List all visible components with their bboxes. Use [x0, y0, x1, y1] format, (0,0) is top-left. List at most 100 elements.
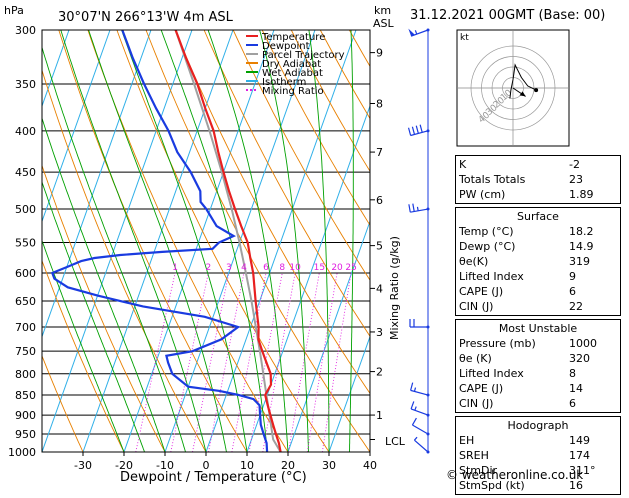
pressure-tick-label: 750 — [15, 345, 36, 358]
x-tick-label: 30 — [322, 459, 336, 472]
lcl-label: LCL — [385, 435, 406, 448]
surface-row: θe(K)319 — [459, 254, 617, 269]
surface-row: Dewp (°C)14.9 — [459, 239, 617, 254]
most-unstable-value: 8 — [569, 366, 617, 381]
wind-barb-shaft — [411, 390, 428, 395]
wind-barb-feather — [416, 126, 418, 134]
km-tick-label: 6 — [376, 194, 383, 207]
wind-barb-half — [414, 388, 415, 392]
index-row: K -2 — [459, 157, 617, 172]
indices-top-box: K -2 Totals Totals 23 PW (cm) 1.89 — [455, 155, 621, 204]
wind-barb-shaft — [411, 30, 428, 36]
wind-barb-half — [415, 30, 416, 34]
hodograph-end-dot — [534, 88, 538, 92]
wind-barb-shaft — [414, 440, 428, 452]
pressure-tick-label: 700 — [15, 321, 36, 334]
index-label: PW (cm) — [459, 187, 505, 202]
mixing-ratio-line — [171, 273, 209, 452]
surface-row: Temp (°C)18.2 — [459, 224, 617, 239]
most-unstable-value: 6 — [569, 396, 617, 411]
wind-barb-shaft — [412, 425, 428, 434]
km-tick-label: 5 — [376, 240, 383, 253]
surface-label: CIN (J) — [459, 299, 493, 314]
wind-barb-base — [427, 325, 430, 328]
mixing-ratio-label: 20 — [331, 263, 343, 273]
km-tick-label: 9 — [376, 47, 383, 60]
mixing-ratio-label: 8 — [279, 263, 285, 273]
hodograph-index-label: SREH — [459, 448, 489, 463]
mixing-ratio-label: 15 — [314, 263, 325, 273]
mixing-ratio-line — [209, 273, 245, 452]
most-unstable-label: θe (K) — [459, 351, 492, 366]
wind-barb — [414, 437, 429, 453]
wind-barb-base — [427, 451, 430, 454]
wind-barb-feather — [411, 401, 414, 409]
wind-barb-shaft — [410, 209, 428, 212]
most-unstable-row: CIN (J)6 — [459, 396, 617, 411]
km-tick-label: 1 — [376, 409, 383, 422]
wind-barb-base — [427, 394, 430, 397]
pressure-tick-label: 400 — [15, 125, 36, 138]
location-header: 30°07'N 266°13'W 4m ASL — [58, 10, 234, 25]
wind-barb-feather — [412, 418, 416, 425]
mixing-ratio-label: 6 — [263, 263, 269, 273]
index-value: -2 — [569, 157, 617, 172]
index-label: K — [459, 157, 466, 172]
surface-label: Temp (°C) — [459, 224, 514, 239]
most-unstable-row: Pressure (mb) 1000 — [459, 336, 617, 351]
km-unit-label: km — [374, 4, 391, 17]
x-axis-label: Dewpoint / Temperature (°C) — [120, 470, 307, 485]
wind-barb-base — [427, 433, 430, 436]
wind-barb-feather — [409, 204, 410, 212]
index-value: 23 — [569, 172, 617, 187]
wind-barb-half — [415, 407, 416, 411]
mixing-ratio-axis-label: Mixing Ratio (g/kg) — [388, 236, 401, 340]
pressure-tick-label: 800 — [15, 368, 36, 381]
hodograph-index-value: 149 — [569, 433, 617, 448]
index-label: Totals Totals — [459, 172, 525, 187]
wind-barb-feather — [409, 128, 411, 136]
mixing-ratio-label: 1 — [172, 263, 178, 273]
most-unstable-value: 1000 — [569, 336, 617, 351]
surface-value: 22 — [569, 299, 617, 314]
mixing-ratio-label: 3 — [226, 263, 232, 273]
most-unstable-label: CAPE (J) — [459, 381, 503, 396]
most-unstable-value: 14 — [569, 381, 617, 396]
index-row: Totals Totals 23 — [459, 172, 617, 187]
most-unstable-label: Pressure (mb) — [459, 336, 536, 351]
surface-label: Lifted Index — [459, 269, 524, 284]
mixing-ratio-line — [263, 273, 295, 452]
mixing-ratio-line — [193, 273, 229, 452]
pressure-tick-label: 300 — [15, 24, 36, 37]
index-value: 1.89 — [569, 187, 617, 202]
isotherm-line — [42, 30, 192, 452]
hodograph-unit-label: kt — [460, 33, 469, 43]
wind-barb — [411, 401, 429, 416]
hodograph-index-row: EH 149 — [459, 433, 617, 448]
km-tick-label: 4 — [376, 282, 383, 295]
most-unstable-row: CAPE (J) 14 — [459, 381, 617, 396]
wind-barb-feather — [413, 204, 414, 212]
most-unstable-value: 320 — [569, 351, 617, 366]
wet-adiabat-line — [37, 30, 186, 452]
km-tick-label: 3 — [376, 326, 383, 339]
wind-barb-feather — [420, 125, 422, 133]
wind-barb-base — [427, 29, 430, 32]
datetime-header: 31.12.2021 00GMT (Base: 00) — [410, 8, 605, 23]
km-tick-label: 2 — [376, 366, 383, 379]
x-tick-label: -30 — [74, 459, 92, 472]
wind-barb — [410, 319, 430, 329]
most-unstable-row: θe (K) 320 — [459, 351, 617, 366]
copyright: © weatheronline.co.uk — [446, 468, 583, 482]
pressure-tick-label: 650 — [15, 295, 36, 308]
wind-barb-half — [414, 437, 417, 440]
wind-barb — [409, 204, 430, 213]
pressure-tick-label: 550 — [15, 236, 36, 249]
x-tick-label: 40 — [363, 459, 377, 472]
km-tick-label: 7 — [376, 146, 383, 159]
hodograph-index-label: EH — [459, 433, 474, 448]
